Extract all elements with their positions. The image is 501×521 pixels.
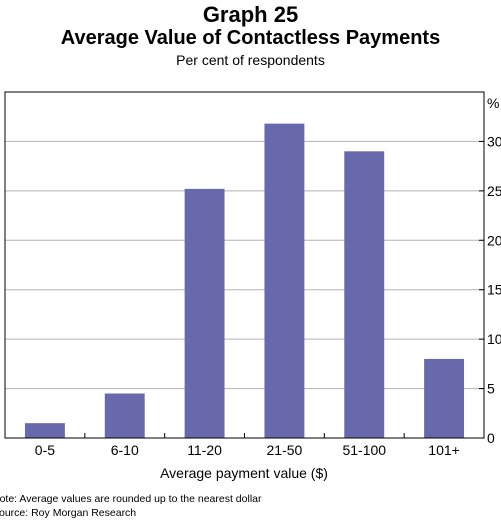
bar-21-50 bbox=[264, 123, 305, 439]
x-tick-label: 21-50 bbox=[267, 442, 303, 458]
gridlines bbox=[5, 140, 484, 390]
bar-0-5 bbox=[24, 423, 65, 438]
x-tick-label: 101+ bbox=[428, 442, 460, 458]
chart-title: Average Value of Contactless Payments bbox=[60, 27, 441, 49]
bar-11-20 bbox=[184, 188, 225, 438]
footnote-note: Note: Average values are rounded up to t… bbox=[0, 493, 262, 505]
axis-ticks: 0 5 10 15 20 25 30 0-5 6-10 11-20 21-50 51-100 101+ bbox=[35, 133, 501, 458]
y-tick-label: 30 bbox=[487, 133, 501, 149]
plot-frame bbox=[4, 91, 485, 439]
x-tick-label: 51-100 bbox=[342, 442, 386, 458]
footnote-source: Source: Roy Morgan Research bbox=[0, 507, 137, 519]
y-tick-label: 10 bbox=[487, 331, 501, 347]
footnotes: Note: Average values are rounded up to t… bbox=[0, 492, 262, 520]
chart-subtitle: Per cent of respondents bbox=[176, 52, 325, 68]
x-axis-label: Average payment value ($) bbox=[160, 465, 328, 481]
y-tick-label: 15 bbox=[487, 282, 501, 298]
y-tick-label: 25 bbox=[487, 183, 501, 199]
y-tick-label: 0 bbox=[487, 430, 495, 446]
y-tick-label: 20 bbox=[487, 232, 501, 248]
graph-number: Graph 25 bbox=[202, 2, 299, 27]
bar-101+ bbox=[424, 358, 465, 438]
y-axis-unit-label: % bbox=[487, 95, 499, 111]
bars bbox=[24, 123, 465, 439]
x-tick-label: 0-5 bbox=[35, 442, 55, 458]
bar-51-100 bbox=[344, 151, 385, 439]
bar-6-10 bbox=[104, 393, 145, 438]
x-tick-label: 6-10 bbox=[111, 442, 139, 458]
y-tick-label: 5 bbox=[487, 381, 495, 397]
x-tick-label: 11-20 bbox=[187, 442, 222, 458]
